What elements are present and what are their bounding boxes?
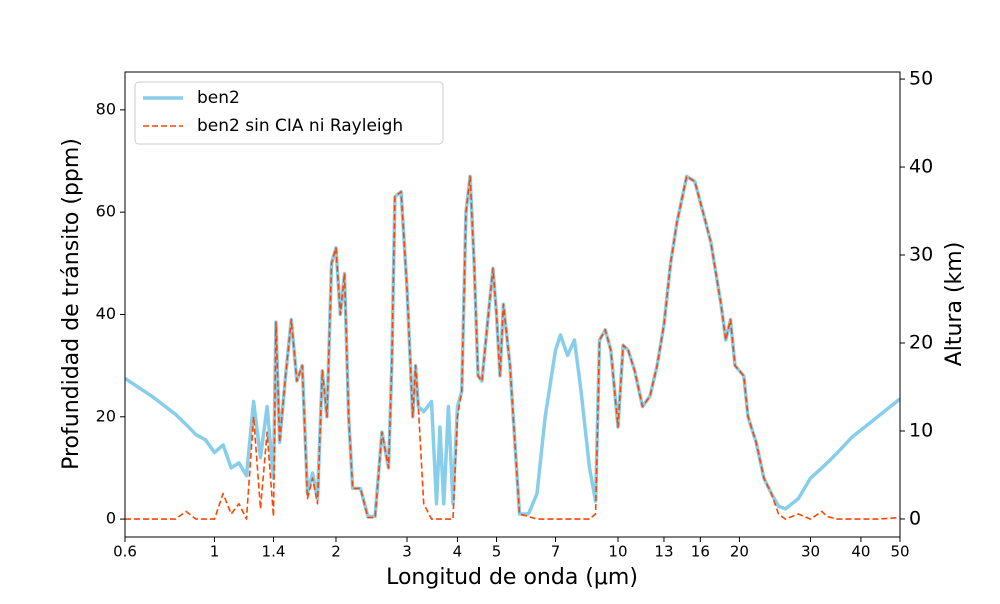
x-tick-label: 5 <box>492 543 502 561</box>
y-tick-label: 0 <box>106 509 116 528</box>
y2-tick-label: 50 <box>909 68 933 90</box>
y2-tick-label: 10 <box>909 419 933 441</box>
y2-tick-label: 40 <box>909 156 933 178</box>
y2-tick-label: 20 <box>909 331 933 353</box>
y2-tick-label: 30 <box>909 244 933 266</box>
y2-tick-label: 0 <box>909 507 921 529</box>
legend-box <box>134 81 444 145</box>
legend-label: ben2 sin CIA ni Rayleigh <box>197 116 403 136</box>
series-line <box>125 174 900 519</box>
x-tick-label: 1.4 <box>262 543 286 561</box>
x-tick-label: 4 <box>453 543 463 561</box>
x-axis-label: Longitud de onda (μm) <box>386 565 638 590</box>
x-tick-label: 40 <box>851 543 870 561</box>
y2-axis-label: Altura (km) <box>942 242 967 367</box>
x-tick-label: 13 <box>654 543 673 561</box>
y-tick-label: 60 <box>96 202 116 221</box>
series-line <box>125 175 900 520</box>
plot-area <box>125 174 900 520</box>
plot-frame <box>124 71 901 538</box>
y-tick-label: 40 <box>96 304 116 323</box>
y-tick-label: 20 <box>96 406 116 425</box>
x-tick-label: 30 <box>801 543 820 561</box>
x-tick-label: 3 <box>402 543 412 561</box>
x-tick-label: 7 <box>551 543 561 561</box>
y-tick-label: 80 <box>96 99 116 118</box>
x-tick-label: 0.6 <box>113 543 137 561</box>
x-tick-label: 2 <box>331 543 341 561</box>
legend-label: ben2 <box>197 88 240 108</box>
x-tick-label: 10 <box>608 543 627 561</box>
x-tick-label: 20 <box>730 543 749 561</box>
x-tick-label: 16 <box>691 543 710 561</box>
y-axis-label: Profundidad de tránsito (ppm) <box>59 138 84 470</box>
x-tick-label: 50 <box>890 543 909 561</box>
x-tick-label: 1 <box>210 543 220 561</box>
